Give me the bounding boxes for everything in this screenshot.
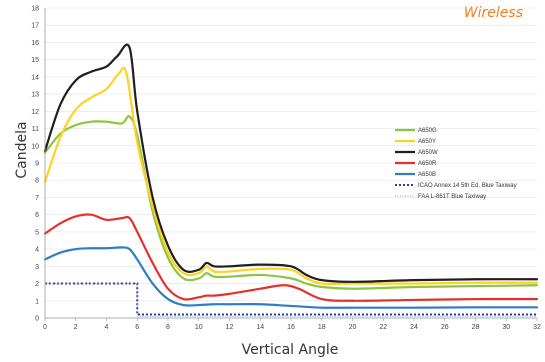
x-tick-label: 2 xyxy=(74,324,78,331)
y-tick-label: 16 xyxy=(31,40,39,47)
x-tick-label: 30 xyxy=(502,324,510,331)
x-tick-label: 22 xyxy=(379,324,387,331)
y-tick-label: 6 xyxy=(35,212,39,219)
y-tick-label: 2 xyxy=(35,281,39,288)
brand-label: Wireless xyxy=(463,5,523,21)
y-tick-label: 3 xyxy=(35,264,39,271)
y-tick-label: 8 xyxy=(35,178,39,185)
y-tick-label: 17 xyxy=(31,23,39,30)
x-tick-label: 20 xyxy=(349,324,357,331)
legend-label-faa-l-861t-blue-taxiway: FAA L-861T Blue Taxiway xyxy=(418,194,486,200)
y-tick-label: 0 xyxy=(35,316,39,323)
x-tick-label: 10 xyxy=(195,324,203,331)
x-tick-label: 12 xyxy=(226,324,234,331)
series-line-a650r xyxy=(43,213,539,302)
x-tick-label: 24 xyxy=(410,324,418,331)
series-line-a650y xyxy=(43,66,539,286)
y-tick-label: 10 xyxy=(31,143,39,150)
y-axis-label: Candela xyxy=(14,121,30,178)
y-tick-label: 18 xyxy=(31,6,39,13)
y-tick-label: 1 xyxy=(35,298,39,305)
y-tick-label: 7 xyxy=(35,195,39,202)
x-tick-label: 28 xyxy=(472,324,480,331)
legend-label-a650r: A650R xyxy=(418,161,437,167)
y-tick-label: 9 xyxy=(35,161,39,168)
y-tick-label: 12 xyxy=(31,109,39,116)
y-tick-label: 4 xyxy=(35,247,39,254)
x-tick-label: 16 xyxy=(287,324,295,331)
legend-label-icao-annex-14-5th-ed-blue-taxiway: ICAO Annex 14 5th Ed. Blue Taxiway xyxy=(418,183,517,189)
x-tick-label: 4 xyxy=(105,324,109,331)
x-tick-label: 8 xyxy=(166,324,170,331)
x-tick-label: 6 xyxy=(135,324,139,331)
legend-label-a650y: A650Y xyxy=(418,139,436,145)
x-tick-label: 0 xyxy=(43,324,47,331)
y-tick-label: 14 xyxy=(31,74,39,81)
x-tick-label: 14 xyxy=(256,324,264,331)
y-tick-label: 13 xyxy=(31,92,39,99)
series-line-a650b xyxy=(43,246,539,309)
y-tick-label: 5 xyxy=(35,229,39,236)
x-tick-label: 26 xyxy=(441,324,449,331)
legend-label-a650w: A650W xyxy=(418,150,438,156)
legend-label-a650b: A650B xyxy=(418,172,436,178)
x-tick-label: 18 xyxy=(318,324,326,331)
series-line-a650w xyxy=(43,43,539,283)
series-line-a650g xyxy=(43,115,539,290)
x-axis-label: Vertical Angle xyxy=(242,342,339,358)
x-tick-label: 32 xyxy=(533,324,541,331)
legend-label-a650g: A650G xyxy=(418,128,437,134)
y-tick-label: 15 xyxy=(31,57,39,64)
y-tick-label: 11 xyxy=(32,126,39,133)
